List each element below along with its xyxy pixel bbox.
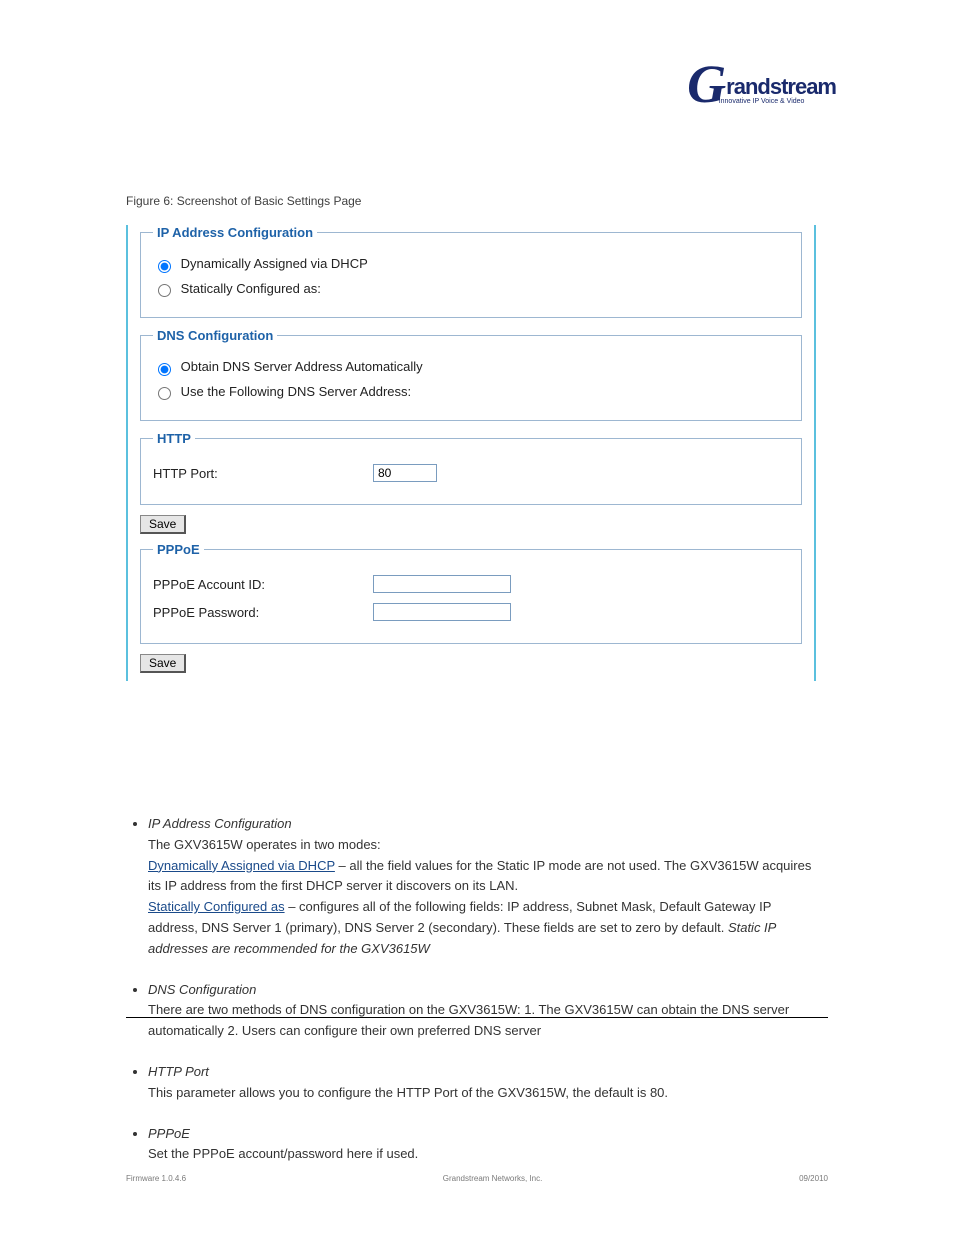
link-static[interactable]: Statically Configured as: [148, 899, 285, 914]
row-http-port: HTTP Port:: [153, 464, 789, 482]
logo-brand-name: randstream: [726, 74, 836, 100]
radio-row-dns-manual[interactable]: Use the Following DNS Server Address:: [153, 384, 789, 401]
separator-line: [126, 1017, 828, 1018]
radio-dns-auto-label: Obtain DNS Server Address Automatically: [181, 359, 423, 374]
brand-logo: G randstream Innovative IP Voice & Video: [687, 68, 836, 105]
save-button-pppoe[interactable]: Save: [140, 654, 186, 673]
link-dhcp[interactable]: Dynamically Assigned via DHCP: [148, 858, 335, 873]
fieldset-dns-config: DNS Configuration Obtain DNS Server Addr…: [140, 328, 802, 421]
radio-row-dns-auto[interactable]: Obtain DNS Server Address Automatically: [153, 359, 789, 376]
input-pppoe-account[interactable]: [373, 575, 511, 593]
bullet-pppoe-body: Set the PPPoE account/password here if u…: [148, 1146, 418, 1161]
bullet-ip-title: IP Address Configuration: [148, 816, 292, 831]
config-panel: IP Address Configuration Dynamically Ass…: [126, 225, 816, 681]
bullet-dns-title: DNS Configuration: [148, 982, 256, 997]
legend-http: HTTP: [153, 431, 195, 446]
figure-caption: Figure 6: Screenshot of Basic Settings P…: [126, 194, 361, 208]
row-pppoe-password: PPPoE Password:: [153, 603, 789, 621]
radio-dns-auto[interactable]: [158, 363, 171, 376]
bullet-http-title: HTTP Port: [148, 1064, 209, 1079]
save-pppoe-wrap: Save: [140, 654, 814, 673]
radio-static[interactable]: [158, 284, 171, 297]
bullet-list: IP Address Configuration The GXV3615W op…: [128, 814, 814, 1185]
legend-pppoe: PPPoE: [153, 542, 204, 557]
fieldset-ip-config: IP Address Configuration Dynamically Ass…: [140, 225, 802, 318]
radio-row-dhcp[interactable]: Dynamically Assigned via DHCP: [153, 256, 789, 273]
row-pppoe-account: PPPoE Account ID:: [153, 575, 789, 593]
fieldset-pppoe: PPPoE PPPoE Account ID: PPPoE Password:: [140, 542, 802, 644]
bullet-dns: DNS Configuration There are two methods …: [148, 980, 814, 1042]
save-button-http[interactable]: Save: [140, 515, 186, 534]
radio-row-static[interactable]: Statically Configured as:: [153, 281, 789, 298]
radio-dhcp[interactable]: [158, 260, 171, 273]
radio-static-label: Statically Configured as:: [181, 281, 321, 296]
bullet-ip-body: The GXV3615W operates in two modes:: [148, 837, 381, 852]
footer-firmware: Firmware 1.0.4.6: [126, 1174, 186, 1183]
radio-dhcp-label: Dynamically Assigned via DHCP: [181, 256, 368, 271]
label-pppoe-password: PPPoE Password:: [153, 605, 373, 620]
bullet-dns-body: There are two methods of DNS configurati…: [148, 1002, 789, 1038]
input-http-port[interactable]: [373, 464, 437, 482]
label-pppoe-account: PPPoE Account ID:: [153, 577, 373, 592]
fieldset-http: HTTP HTTP Port:: [140, 431, 802, 505]
input-pppoe-password[interactable]: [373, 603, 511, 621]
page-footer: Firmware 1.0.4.6 Grandstream Networks, I…: [126, 1174, 828, 1183]
radio-dns-manual-label: Use the Following DNS Server Address:: [181, 384, 411, 399]
logo-g-glyph: G: [687, 68, 726, 100]
save-http-wrap: Save: [140, 515, 814, 534]
bullet-http-body: This parameter allows you to configure t…: [148, 1085, 668, 1100]
bullet-pppoe-title: PPPoE: [148, 1126, 190, 1141]
bullet-pppoe: PPPoE Set the PPPoE account/password her…: [148, 1124, 814, 1166]
legend-dns: DNS Configuration: [153, 328, 277, 343]
bullet-http: HTTP Port This parameter allows you to c…: [148, 1062, 814, 1104]
bullet-ip: IP Address Configuration The GXV3615W op…: [148, 814, 814, 960]
footer-date: 09/2010: [799, 1174, 828, 1183]
footer-company: Grandstream Networks, Inc.: [443, 1174, 543, 1183]
label-http-port: HTTP Port:: [153, 466, 373, 481]
legend-ip: IP Address Configuration: [153, 225, 317, 240]
radio-dns-manual[interactable]: [158, 387, 171, 400]
